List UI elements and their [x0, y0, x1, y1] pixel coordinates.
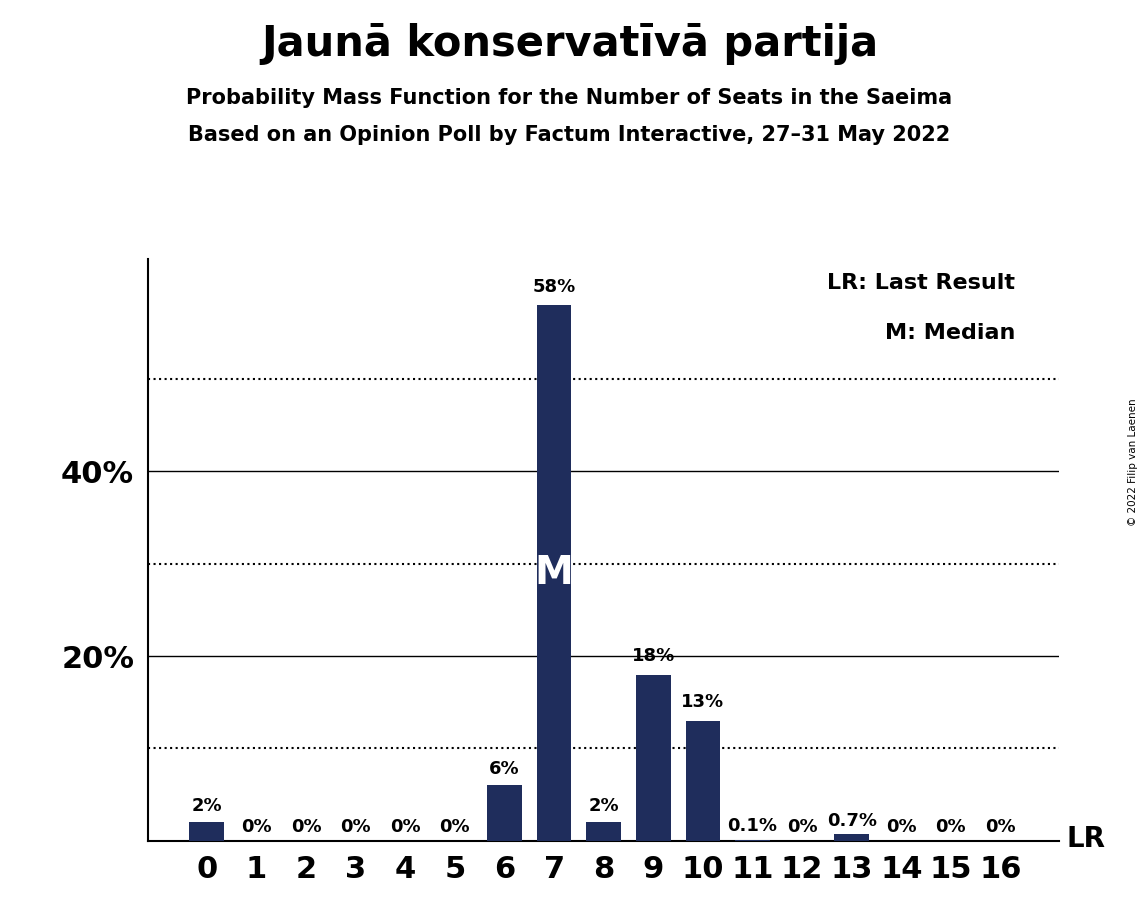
Bar [487, 785, 522, 841]
Text: 0%: 0% [935, 819, 966, 836]
Text: M: M [534, 553, 573, 592]
Text: LR: Last Result: LR: Last Result [827, 273, 1015, 293]
Text: © 2022 Filip van Laenen: © 2022 Filip van Laenen [1129, 398, 1138, 526]
Text: LR: LR [1066, 825, 1105, 854]
Bar [189, 822, 224, 841]
Text: 0%: 0% [985, 819, 1016, 836]
Bar [735, 840, 770, 841]
Bar [587, 822, 621, 841]
Text: M: Median: M: Median [885, 323, 1015, 344]
Text: 0.7%: 0.7% [827, 812, 877, 830]
Text: 0%: 0% [787, 819, 818, 836]
Text: 18%: 18% [632, 648, 675, 665]
Bar [686, 721, 720, 841]
Text: 2%: 2% [589, 797, 618, 815]
Bar [835, 834, 869, 841]
Text: 58%: 58% [532, 278, 575, 296]
Text: 13%: 13% [681, 694, 724, 711]
Text: Jaunā konservatīvā partija: Jaunā konservatīvā partija [261, 23, 878, 65]
Text: 0%: 0% [341, 819, 371, 836]
Text: 0%: 0% [440, 819, 470, 836]
Text: 6%: 6% [489, 760, 519, 778]
Text: Based on an Opinion Poll by Factum Interactive, 27–31 May 2022: Based on an Opinion Poll by Factum Inter… [188, 125, 951, 145]
Text: 0%: 0% [290, 819, 321, 836]
Text: Probability Mass Function for the Number of Seats in the Saeima: Probability Mass Function for the Number… [187, 88, 952, 108]
Text: 2%: 2% [191, 797, 222, 815]
Text: 0%: 0% [390, 819, 420, 836]
Text: 0%: 0% [241, 819, 272, 836]
Text: 0.1%: 0.1% [728, 818, 778, 835]
Text: 0%: 0% [886, 819, 917, 836]
Bar [636, 675, 671, 841]
Bar [536, 305, 572, 841]
